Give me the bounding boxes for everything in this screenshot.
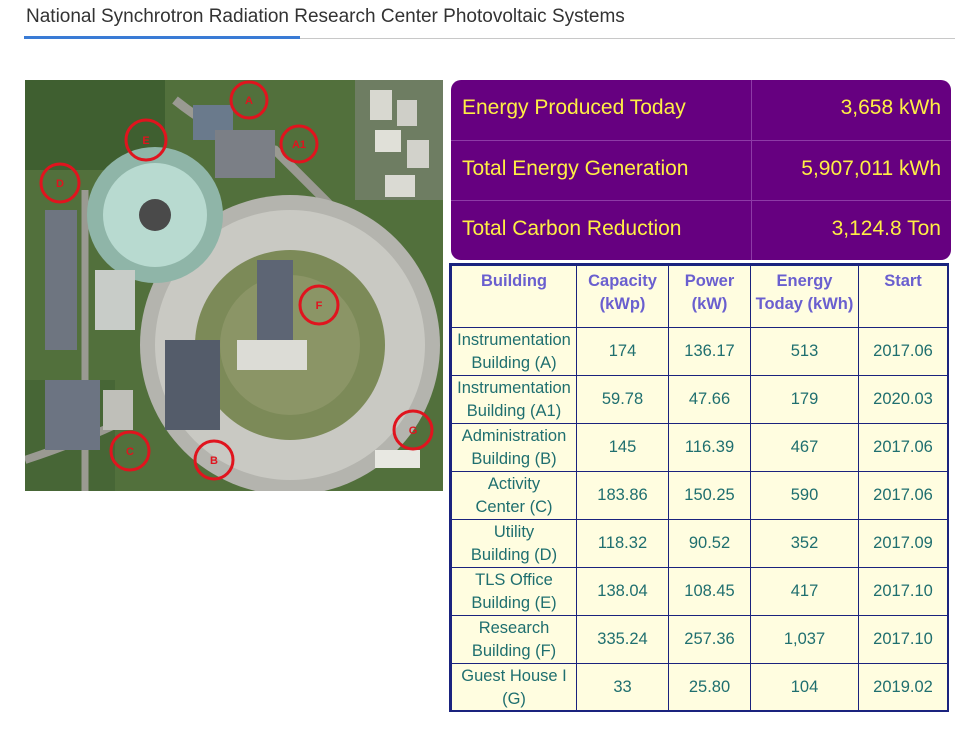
page-title: National Synchrotron Radiation Research …: [26, 6, 625, 27]
table-row: Activity Center (C) 183.86 150.25 590 201…: [451, 471, 948, 520]
table-row: Instrumentation Building (A) 174 136.17 5…: [451, 327, 948, 376]
marker-label: F: [316, 300, 323, 312]
title-accent-underline: [24, 36, 300, 39]
cell-energy: 417: [750, 567, 859, 616]
marker-label: D: [56, 178, 64, 190]
summary-row-total-generation: Total Energy Generation 5,907,011 kWh: [451, 140, 951, 201]
summary-column-divider: [751, 80, 752, 260]
cell-capacity: 183.86: [576, 471, 669, 520]
cell-building: Research Building (F): [451, 615, 577, 664]
header-energy-today: Energy Today (kWh): [750, 265, 859, 328]
energy-summary-panel: Energy Produced Today 3,658 kWh Total En…: [451, 80, 951, 260]
cell-power: 108.45: [668, 567, 751, 616]
cell-start: 2017.09: [858, 519, 948, 568]
cell-capacity: 59.78: [576, 375, 669, 424]
cell-start: 2017.06: [858, 327, 948, 376]
marker-label: C: [126, 446, 134, 458]
cell-building: Instrumentation Building (A1): [451, 375, 577, 424]
summary-value: 3,658 kWh: [840, 96, 941, 119]
summary-value: 3,124.8 Ton: [831, 217, 941, 240]
table-row: Administration Building (B) 145 116.39 46…: [451, 423, 948, 472]
cell-energy: 590: [750, 471, 859, 520]
marker-label: A: [245, 95, 253, 107]
header-start: Start: [858, 265, 948, 328]
cell-power: 90.52: [668, 519, 751, 568]
table-header-row: Building Capacity (kWp) Power (kW) Energy T…: [451, 265, 948, 328]
aerial-site-photo: A A1 E D F G C B: [25, 80, 443, 491]
table-row: Instrumentation Building (A1) 59.78 47.66…: [451, 375, 948, 424]
table-row: Utility Building (D) 118.32 90.52 352 201…: [451, 519, 948, 568]
cell-building: Instrumentation Building (A): [451, 327, 577, 376]
cell-power: 257.36: [668, 615, 751, 664]
cell-building: TLS Office Building (E): [451, 567, 577, 616]
cell-capacity: 335.24: [576, 615, 669, 664]
cell-capacity: 118.32: [576, 519, 669, 568]
marker-label: G: [409, 425, 418, 437]
cell-start: 2017.10: [858, 567, 948, 616]
cell-energy: 1,037: [750, 615, 859, 664]
summary-row-carbon-reduction: Total Carbon Reduction 3,124.8 Ton: [451, 200, 951, 260]
cell-building: Activity Center (C): [451, 471, 577, 520]
table-row: Guest House I (G) 33 25.80 104 2019.02: [451, 663, 948, 712]
cell-power: 47.66: [668, 375, 751, 424]
marker-label: E: [142, 135, 149, 147]
cell-capacity: 174: [576, 327, 669, 376]
summary-label: Total Carbon Reduction: [462, 217, 682, 240]
cell-power: 136.17: [668, 327, 751, 376]
cell-building: Guest House I (G): [451, 663, 577, 712]
table-row: Research Building (F) 335.24 257.36 1,037…: [451, 615, 948, 664]
marker-label: B: [210, 455, 218, 467]
building-table: Building Capacity (kWp) Power (kW) Energy T…: [451, 265, 948, 712]
cell-energy: 352: [750, 519, 859, 568]
summary-row-energy-today: Energy Produced Today 3,658 kWh: [451, 80, 951, 140]
marker-label: A1: [292, 139, 306, 151]
summary-label: Total Energy Generation: [462, 157, 689, 180]
cell-start: 2017.06: [858, 471, 948, 520]
cell-start: 2020.03: [858, 375, 948, 424]
cell-power: 116.39: [668, 423, 751, 472]
table-row: TLS Office Building (E) 138.04 108.45 417…: [451, 567, 948, 616]
cell-start: 2017.10: [858, 615, 948, 664]
cell-energy: 179: [750, 375, 859, 424]
cell-start: 2017.06: [858, 423, 948, 472]
header-power: Power (kW): [668, 265, 751, 328]
summary-value: 5,907,011 kWh: [801, 157, 941, 180]
title-divider: [24, 38, 955, 39]
cell-capacity: 33: [576, 663, 669, 712]
cell-start: 2019.02: [858, 663, 948, 712]
cell-building: Administration Building (B): [451, 423, 577, 472]
cell-building: Utility Building (D): [451, 519, 577, 568]
cell-energy: 513: [750, 327, 859, 376]
building-table-container: Building Capacity (kWp) Power (kW) Energy T…: [449, 263, 949, 712]
summary-label: Energy Produced Today: [462, 96, 686, 119]
header-capacity: Capacity (kWp): [576, 265, 669, 328]
cell-capacity: 138.04: [576, 567, 669, 616]
header-building: Building: [451, 265, 577, 328]
cell-capacity: 145: [576, 423, 669, 472]
cell-energy: 104: [750, 663, 859, 712]
cell-energy: 467: [750, 423, 859, 472]
cell-power: 25.80: [668, 663, 751, 712]
cell-power: 150.25: [668, 471, 751, 520]
